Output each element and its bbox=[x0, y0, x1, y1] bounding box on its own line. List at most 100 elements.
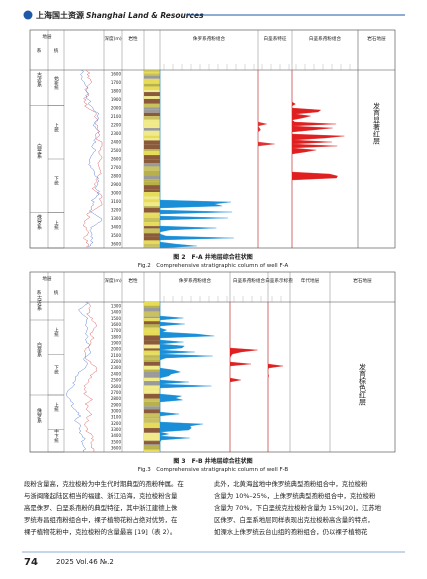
journal-title-en: Shanghai Land & Resources bbox=[86, 11, 204, 20]
series-label: 中下统 bbox=[54, 428, 59, 444]
lithology-bed bbox=[144, 217, 160, 223]
column-header: 白垩系示标孢 bbox=[265, 277, 293, 284]
depth-label: 1800 bbox=[111, 89, 122, 94]
page-number: 74 bbox=[24, 557, 38, 568]
lithology-bed bbox=[144, 331, 160, 336]
series-label: 始新统 bbox=[54, 75, 59, 91]
depth-label: 2200 bbox=[111, 359, 122, 364]
lithology-bed bbox=[144, 348, 160, 351]
lithology-bed bbox=[144, 387, 160, 392]
lithology-bed bbox=[144, 328, 160, 332]
column-header: 岩石地层 bbox=[367, 35, 386, 42]
depth-label: 2700 bbox=[111, 390, 122, 395]
lithology-bed bbox=[144, 436, 160, 441]
lithology-bed bbox=[144, 90, 160, 93]
depth-label: 1900 bbox=[111, 97, 122, 102]
depth-label: 2500 bbox=[111, 148, 122, 153]
lithology-bed bbox=[144, 447, 160, 450]
lithology-bed bbox=[144, 86, 160, 88]
series-label: 上统 bbox=[54, 402, 59, 414]
lithology-bed bbox=[144, 441, 160, 445]
figure-frame bbox=[29, 271, 396, 453]
lithology-bed bbox=[144, 393, 160, 399]
body-text: 段粉含量高，克拉梭粉为中生代时期典型的孢粉种属。在与浙闽隆起陆区相当的福建、浙江… bbox=[24, 479, 382, 536]
series-label: 上统 bbox=[54, 327, 59, 339]
series-label: 下统 bbox=[54, 176, 59, 187]
depth-label: 1700 bbox=[111, 80, 122, 85]
lithology-bed bbox=[144, 226, 160, 229]
lithology-bed bbox=[144, 321, 160, 325]
pollen-profile bbox=[159, 70, 234, 249]
lithology-bed bbox=[144, 236, 160, 241]
lithology-bed bbox=[144, 179, 160, 182]
depth-label: 2300 bbox=[111, 131, 122, 136]
lithology-bed bbox=[144, 335, 160, 341]
series-label: 上统 bbox=[54, 122, 59, 134]
pollen-profile bbox=[257, 70, 275, 248]
lithology-bed bbox=[144, 307, 160, 312]
depth-label: 2400 bbox=[111, 371, 122, 376]
column-header: 统 bbox=[54, 289, 59, 296]
lithology-bed bbox=[144, 316, 160, 319]
lithology-bed bbox=[144, 130, 160, 136]
lithology-bed bbox=[144, 413, 160, 418]
lithology-bed bbox=[144, 206, 160, 208]
lithology-bed bbox=[144, 71, 160, 74]
log-curve bbox=[65, 301, 91, 453]
lithology-bed bbox=[144, 305, 160, 308]
lithology-bed bbox=[144, 357, 160, 361]
lithology-bed bbox=[144, 96, 160, 99]
lithology-bed bbox=[144, 83, 160, 87]
lithology-bed bbox=[144, 185, 160, 190]
lithology-bed bbox=[144, 92, 160, 97]
lithology-bed bbox=[144, 311, 160, 317]
lithology-bed bbox=[144, 361, 160, 366]
column-header: 系 bbox=[37, 47, 42, 54]
lithology-bed bbox=[144, 324, 160, 328]
lithology-bed bbox=[144, 401, 160, 407]
lithology-bed bbox=[144, 233, 160, 237]
lithology-bed bbox=[144, 360, 160, 362]
lithology-bed bbox=[144, 374, 160, 378]
lithology-bed bbox=[144, 350, 160, 354]
paragraph-line: 段粉含量高，克拉梭粉为中生代时期典型的孢粉种属。在 bbox=[24, 479, 184, 488]
lithology-bed bbox=[144, 155, 160, 160]
lithology-bed bbox=[144, 214, 160, 218]
lithology-bed bbox=[144, 445, 160, 448]
lithology-bed bbox=[144, 75, 160, 79]
lithology-bed bbox=[144, 196, 160, 199]
lithology-bed bbox=[144, 228, 160, 234]
lithology-bed bbox=[144, 318, 160, 322]
lithology-bed bbox=[144, 138, 160, 141]
column-header: 地层 bbox=[42, 33, 52, 40]
lithology-bed bbox=[144, 192, 160, 197]
column-header: 白垩系孢粉组合 bbox=[309, 35, 342, 42]
figure-frame bbox=[29, 29, 396, 249]
column-header: 白垩系特征 bbox=[264, 35, 287, 42]
lithology-bed bbox=[144, 449, 160, 452]
depth-label: 3300 bbox=[111, 427, 122, 432]
lithology-bed bbox=[144, 199, 160, 203]
depth-label: 2800 bbox=[111, 174, 122, 179]
figures: 地层系 统深度(m) 岩性 侏罗系孢粉组合 白垩系特征 白垩系孢粉组合 岩石地层160017… bbox=[29, 29, 396, 473]
column-header: 统 bbox=[54, 47, 59, 54]
depth-label: 3300 bbox=[111, 216, 122, 221]
series-label: 下统 bbox=[54, 365, 59, 376]
depth-label: 3500 bbox=[111, 233, 122, 238]
lithology-bed bbox=[144, 123, 160, 129]
lithology-bed bbox=[144, 327, 160, 329]
depth-label: 3200 bbox=[111, 421, 122, 426]
lithology-bed bbox=[144, 103, 160, 108]
lithology-bed bbox=[144, 222, 160, 227]
lithology-bed bbox=[144, 356, 160, 358]
depth-label: 1400 bbox=[111, 310, 122, 315]
column-header: 白垩系孢粉组合 bbox=[233, 277, 266, 284]
column-header: 系 bbox=[37, 289, 42, 296]
paragraph-line: 高是侏罗、白垩系孢粉的典型特征，其中浙江建德上侏 bbox=[24, 503, 178, 512]
paragraph-line: 如溧水上侏罗统云台山组的孢粉组合，仍以裸子植物花 bbox=[214, 527, 368, 536]
caption-cn: 图 3 F-B 井地层综合柱状图 bbox=[173, 457, 252, 465]
lithology-bed bbox=[144, 198, 160, 200]
lithology-bed bbox=[144, 109, 160, 113]
lithology-bed bbox=[144, 391, 160, 394]
